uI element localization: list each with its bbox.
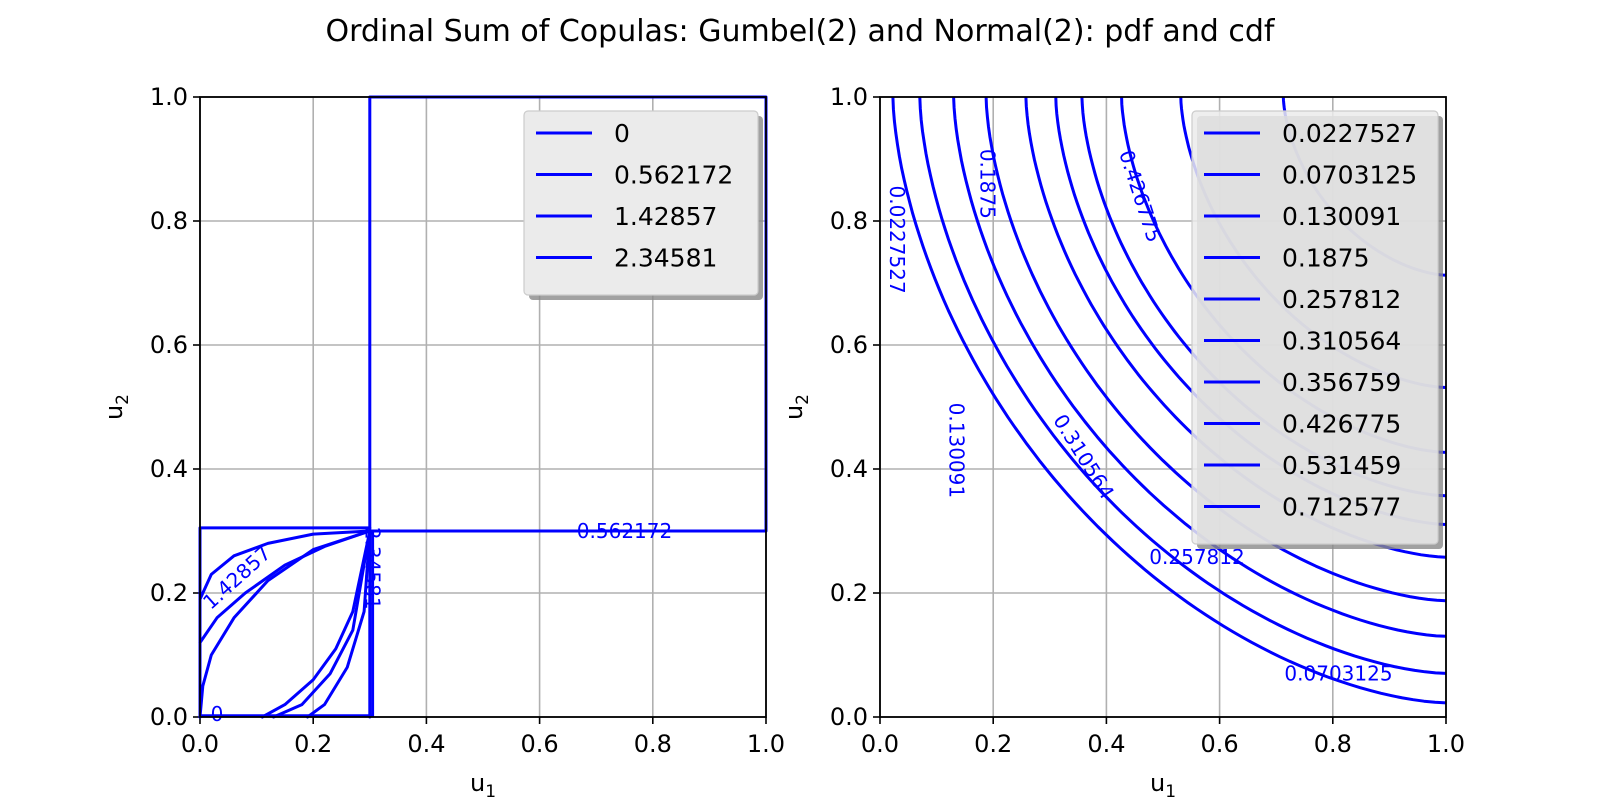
legend-entry: 2.34581 [614,244,717,273]
legend-entry: 0.0703125 [1282,161,1417,190]
legend-entry: 0.310564 [1282,327,1401,356]
y-tick-label: 0.8 [830,207,868,235]
x-tick-label: 0.4 [407,730,445,758]
x-tick-label: 0.6 [521,730,559,758]
contour-label: 0.0703125 [1284,662,1392,686]
contour-label: 0.1875 [976,149,1000,219]
contour-line [891,96,1447,705]
x-tick-label: 0.8 [634,730,672,758]
y-tick-label: 1.0 [830,83,868,111]
legend-entry: 0.531459 [1282,451,1401,480]
y-tick-label: 0.6 [830,331,868,359]
y-tick-label: 1.0 [150,83,188,111]
y-axis-label: u2 [780,394,813,420]
x-tick-label: 1.0 [747,730,785,758]
x-axis-label: u1 [1150,769,1176,800]
contour-line [198,529,372,719]
contour-line [272,529,372,719]
contour-line [198,529,375,718]
legend-entry: 0.562172 [614,161,733,190]
x-tick-label: 0.0 [181,730,219,758]
contour-label: 0 [211,702,224,726]
contour-line [918,96,1447,675]
x-tick-label: 0.0 [861,730,899,758]
x-tick-label: 0.2 [294,730,332,758]
contour-label: 0.562172 [577,519,672,543]
contour-label: 0.0227527 [885,186,909,294]
chart-title: Ordinal Sum of Copulas: Gumbel(2) and No… [326,14,1276,49]
y-tick-label: 0.4 [830,455,868,483]
legend-box [523,110,759,296]
legend-entry: 0.712577 [1282,493,1401,522]
legend-entry: 0.426775 [1282,410,1401,439]
legend-entry: 0.130091 [1282,202,1401,231]
contour-line [984,96,1447,603]
pdf-panel: 0.0 0.2 0.4 0.6 0.8 1.0 0.0 0.2 0.4 0.6 0.8 1.0 u1 u2… [100,83,785,800]
legend-box [1191,110,1439,545]
cdf-panel: 0.0 0.2 0.4 0.6 0.8 1.0 0.0 0.2 0.4 0.6 0.8 1.0 u1 u2… [780,83,1465,800]
contour-line [306,529,372,719]
contour-label: 0.130091 [944,403,968,498]
x-tick-label: 0.6 [1201,730,1239,758]
contour-line [198,529,372,601]
contour-line [952,96,1447,638]
contour-line [260,529,372,719]
legend-entry: 0 [614,119,630,148]
x-axis-label: u1 [470,769,496,800]
y-tick-label: 0.4 [150,455,188,483]
legend-entry: 1.42857 [614,202,717,231]
contour-label: 2.34581 [361,527,385,610]
y-axis-label: u2 [100,394,133,420]
legend-entry: 0.1875 [1282,244,1369,273]
y-tick-label: 0.2 [830,579,868,607]
axes-frame [199,96,767,718]
y-tick-label: 0.0 [150,703,188,731]
y-tick-label: 0.8 [150,207,188,235]
legend-entry: 0.257812 [1282,285,1401,314]
axes-frame [879,96,1447,718]
x-tick-label: 0.2 [974,730,1012,758]
x-tick-label: 0.8 [1314,730,1352,758]
legend-entry: 0.0227527 [1282,119,1417,148]
y-tick-label: 0.0 [830,703,868,731]
y-tick-label: 0.6 [150,331,188,359]
x-tick-label: 1.0 [1427,730,1465,758]
legend-entry: 0.356759 [1282,368,1401,397]
x-tick-label: 0.4 [1087,730,1125,758]
y-tick-label: 0.2 [150,579,188,607]
